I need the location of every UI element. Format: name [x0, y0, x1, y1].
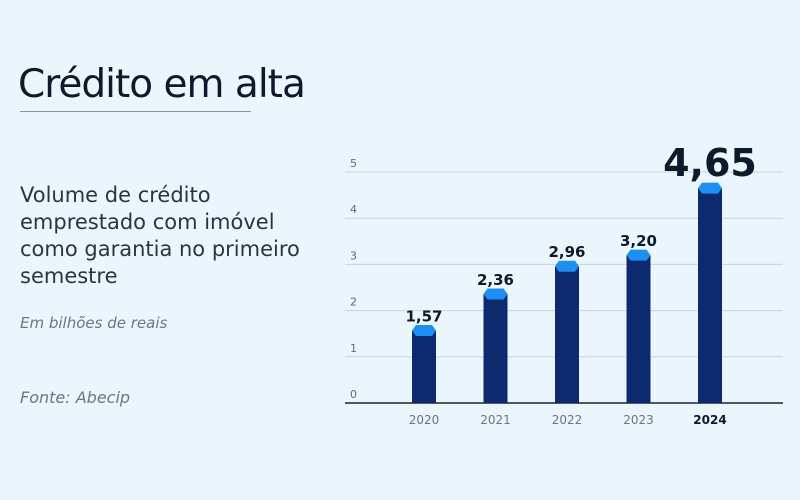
bar-cap	[626, 249, 651, 261]
y-tick-label: 3	[350, 249, 357, 262]
bar	[555, 266, 579, 403]
bar-cap	[698, 182, 722, 194]
bar	[698, 188, 722, 403]
chart-title: Crédito em alta	[18, 62, 306, 107]
data-label: 2,36	[477, 271, 514, 289]
bar	[483, 293, 508, 403]
x-tick-label: 2022	[552, 413, 583, 427]
y-tick-label: 2	[350, 296, 357, 309]
bar-cap	[412, 324, 436, 336]
bar-cap	[483, 288, 508, 300]
bar-cap	[555, 260, 579, 272]
data-label: 4,65	[663, 141, 757, 185]
bar	[412, 330, 436, 403]
data-label: 2,96	[548, 243, 585, 261]
y-tick-label: 4	[350, 203, 357, 216]
y-tick-label: 5	[350, 157, 357, 170]
chart-subtitle: Volume de crédito emprestado com imóvel …	[20, 183, 300, 288]
y-tick-label: 1	[350, 342, 357, 355]
unit-note: Em bilhões de reais	[20, 314, 168, 332]
data-label: 3,20	[620, 232, 657, 250]
x-tick-label: 2021	[480, 413, 511, 427]
data-label: 1,57	[405, 307, 442, 325]
title-underline	[20, 111, 251, 112]
x-tick-label: 2023	[623, 413, 654, 427]
y-tick-label: 0	[350, 388, 357, 401]
x-tick-label: 2024	[693, 413, 726, 427]
x-tick-label: 2020	[409, 413, 440, 427]
bar	[626, 255, 651, 403]
source-note: Fonte: Abecip	[20, 388, 131, 407]
